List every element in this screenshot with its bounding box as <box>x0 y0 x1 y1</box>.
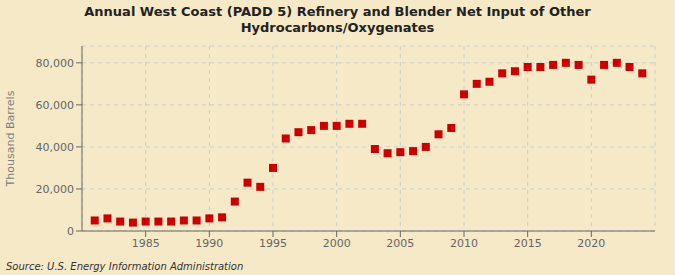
svg-text:2020: 2020 <box>577 237 605 250</box>
svg-text:2010: 2010 <box>450 237 478 250</box>
html-text:Hydrocarbons/Oxygenates: Hydrocarbons/Oxygenates <box>240 20 435 35</box>
svg-text:40,000: 40,000 <box>36 141 75 154</box>
svg-text:Thousand Barrels: Thousand Barrels <box>8 90 17 187</box>
svg-text:2000: 2000 <box>323 237 351 250</box>
svg-text:2015: 2015 <box>514 237 542 250</box>
html-text:Source: U.S. Energy Informatio: Source: U.S. Energy Information Administ… <box>6 261 244 272</box>
svg-text:80,000: 80,000 <box>36 57 75 70</box>
svg-text:0: 0 <box>67 225 74 238</box>
svg-text:1995: 1995 <box>259 237 287 250</box>
svg-text:1985: 1985 <box>132 237 160 250</box>
svg-text:60,000: 60,000 <box>36 99 75 112</box>
svg-text:20,000: 20,000 <box>36 183 75 196</box>
svg-text:2005: 2005 <box>386 237 414 250</box>
html-text:Annual West Coast (PADD 5) Ref: Annual West Coast (PADD 5) Refinery and … <box>84 4 591 19</box>
svg-text:1990: 1990 <box>195 237 223 250</box>
